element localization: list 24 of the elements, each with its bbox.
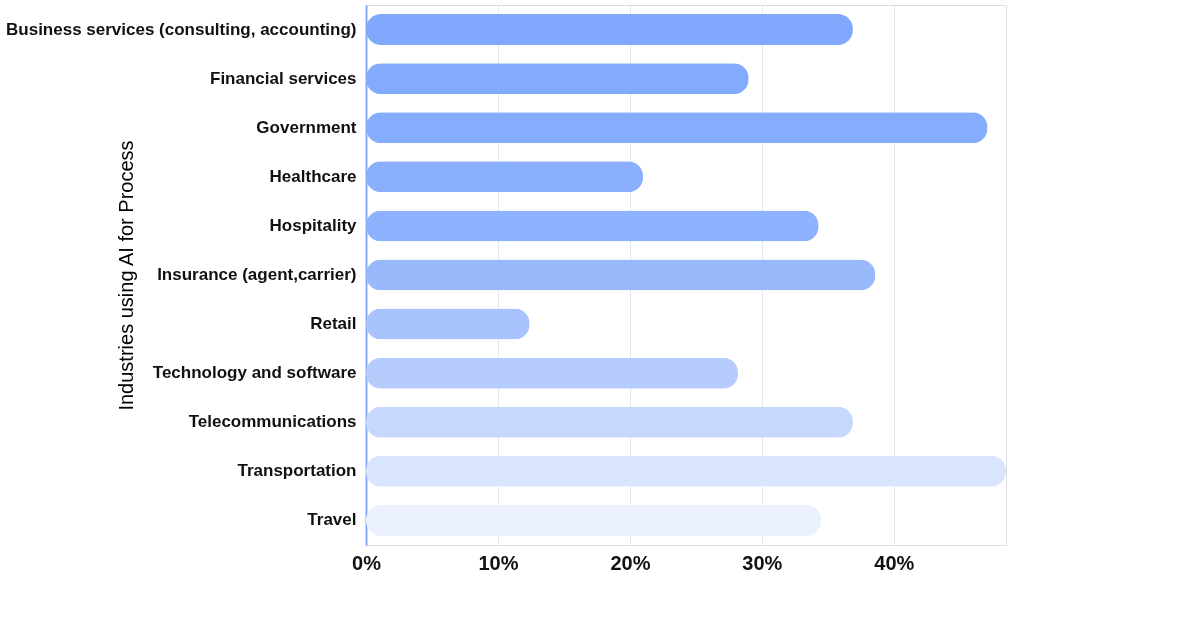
x-tick-label: 20% xyxy=(610,551,651,574)
x-tick-label: 40% xyxy=(874,551,915,574)
y-tick-label: Telecommunications xyxy=(188,412,357,432)
y-tick-label: Insurance (agent,carrier) xyxy=(157,265,357,284)
x-tick-label: 10% xyxy=(478,551,519,574)
bar xyxy=(366,308,530,340)
x-tick-label: 30% xyxy=(742,551,783,574)
y-tick-label: Healthcare xyxy=(269,166,357,186)
y-tick-label: Transportation xyxy=(237,461,357,481)
y-tick-label: Retail xyxy=(310,314,357,334)
y-tick-label: Hospitality xyxy=(269,215,358,235)
y-tick-label: Travel xyxy=(307,510,357,530)
y-tick-label: Technology and software xyxy=(152,363,357,383)
y-axis-title: Industries using AI for Process xyxy=(114,140,137,411)
bar xyxy=(366,504,822,536)
bar xyxy=(366,357,739,389)
bar xyxy=(366,455,1006,487)
bar xyxy=(366,210,819,242)
bar xyxy=(366,406,853,438)
y-tick-label: Financial services xyxy=(210,68,357,88)
y-tick-label: Government xyxy=(256,117,357,137)
x-tick-label: 0% xyxy=(352,551,382,574)
y-tick-label: Business services (consulting, accounting) xyxy=(6,19,357,39)
bar xyxy=(366,259,876,291)
